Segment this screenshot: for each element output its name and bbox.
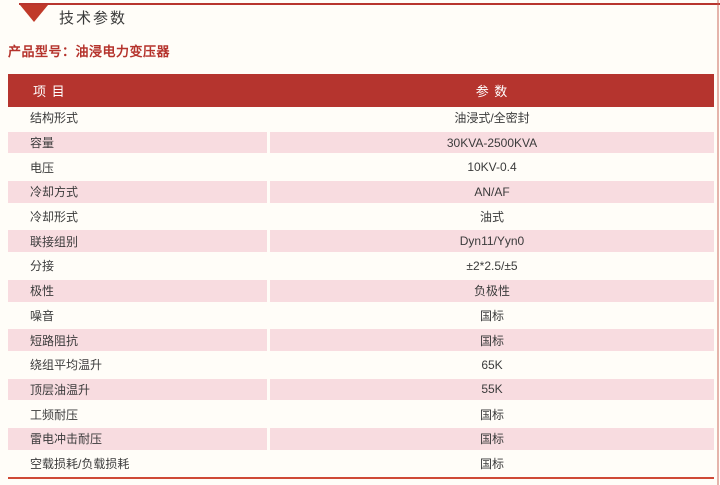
row-value: Dyn11/Yyn0 (270, 230, 714, 256)
table-row: 容量 30KVA-2500KVA (8, 131, 714, 157)
table-row: 冷却形式 油式 (8, 205, 714, 231)
table-row: 雷电冲击耐压 国标 (8, 427, 714, 453)
table-row: 绕组平均温升 65K (8, 353, 714, 379)
table-row: 顶层油温升 55K (8, 378, 714, 404)
table-header-row: 项 目 参 数 (8, 74, 714, 107)
row-label: 短路阻抗 (8, 329, 270, 354)
column-header-param: 参 数 (475, 84, 509, 99)
row-label: 噪音 (8, 304, 270, 330)
table-row: 分接 ±2*2.5/±5 (8, 255, 714, 280)
row-label: 结构形式 (8, 107, 270, 132)
row-value: 55K (270, 378, 714, 404)
row-label: 容量 (8, 131, 270, 157)
table-row: 冷却方式 AN/AF (8, 181, 714, 206)
row-label: 绕组平均温升 (8, 353, 270, 379)
row-value: 国标 (270, 305, 714, 330)
table-row: 噪音 国标 (8, 304, 714, 330)
row-value: 国标 (270, 403, 714, 428)
row-label: 顶层油温升 (8, 378, 270, 404)
row-label: 联接组别 (8, 230, 270, 256)
spec-table: 项 目 参 数 结构形式 油浸式/全密封 容量 30KVA-2500KVA 电压… (8, 74, 714, 478)
top-divider-rule (19, 3, 720, 5)
table-row: 空载损耗/负载损耗 国标 (8, 452, 714, 478)
row-label: 工频耐压 (8, 403, 270, 428)
row-label: 冷却方式 (8, 181, 270, 206)
row-value: 负极性 (270, 279, 714, 305)
column-header-item: 项 目 (33, 84, 66, 99)
row-value: 65K (270, 354, 714, 379)
row-value: 国标 (270, 427, 714, 453)
table-row: 联接组别 Dyn11/Yyn0 (8, 230, 714, 256)
product-model-text: 产品型号：油浸电力变压器 (8, 44, 171, 59)
row-value: 30KVA-2500KVA (270, 131, 714, 157)
row-label: 极性 (8, 279, 270, 305)
bottom-divider-rule (8, 477, 714, 479)
section-marker-triangle-icon (20, 5, 48, 22)
table-row: 工频耐压 国标 (8, 403, 714, 428)
row-value: 油浸式/全密封 (270, 107, 714, 132)
row-label: 分接 (8, 255, 270, 280)
row-value: 国标 (270, 329, 714, 354)
row-value: 10KV-0.4 (270, 156, 714, 182)
row-value: AN/AF (270, 181, 714, 206)
row-value: 油式 (270, 206, 714, 231)
table-row: 极性 负极性 (8, 279, 714, 305)
table-row: 结构形式 油浸式/全密封 (8, 107, 714, 132)
table-row: 电压 10KV-0.4 (8, 156, 714, 182)
row-label: 雷电冲击耐压 (8, 427, 270, 453)
row-label: 冷却形式 (8, 205, 270, 231)
row-value: 国标 (270, 453, 714, 478)
section-title: 技术参数 (59, 10, 128, 27)
row-label: 电压 (8, 156, 270, 182)
page-right-edge-line (717, 0, 719, 485)
row-value: ±2*2.5/±5 (270, 255, 714, 280)
row-label: 空载损耗/负载损耗 (8, 452, 270, 478)
table-row: 短路阻抗 国标 (8, 329, 714, 354)
